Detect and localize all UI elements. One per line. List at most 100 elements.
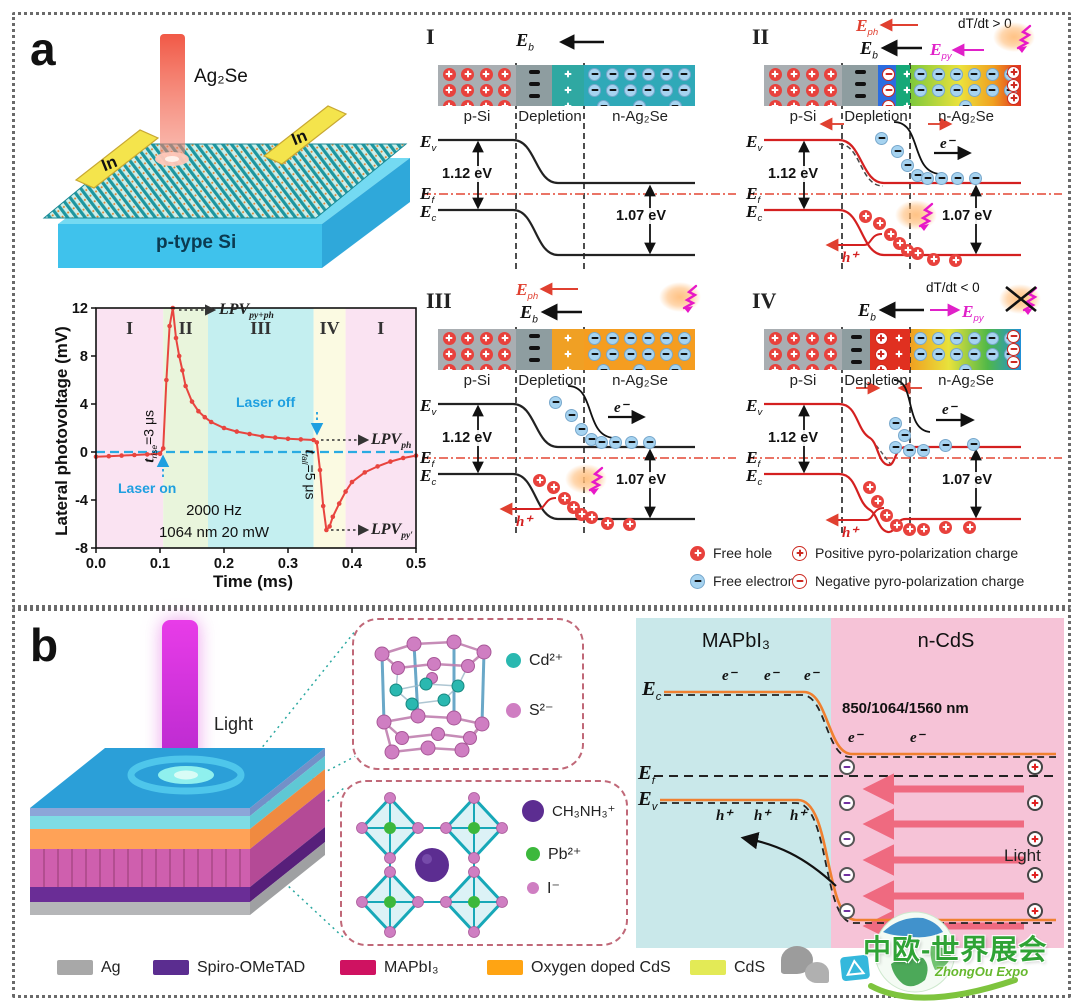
t-rise-label: trise=3 μs — [140, 409, 160, 463]
upper-band — [764, 402, 1021, 467]
band-diagram-1-art — [422, 34, 736, 270]
cds-label: CdS — [734, 959, 766, 976]
mapbi-region — [636, 618, 831, 948]
watermark-title: 中欧-世界展会 — [863, 934, 1048, 965]
svg-text:0.4: 0.4 — [342, 556, 362, 572]
hole-arrow — [825, 507, 885, 527]
diagram-numeral: IV — [752, 288, 777, 313]
ef-label: Ef — [420, 184, 435, 207]
depletion-pyro-neg — [878, 65, 896, 106]
spiro-label: Spiro-OMeTAD — [197, 959, 306, 976]
panel-a-label: a — [30, 23, 56, 75]
lower-band — [438, 208, 695, 257]
sketch-icon — [839, 954, 871, 982]
laser-off-label: Laser off — [236, 394, 296, 410]
laser-beam — [160, 34, 185, 156]
svg-text:4: 4 — [80, 397, 88, 413]
i-ion-icon — [527, 882, 539, 894]
power-label: 1064 nm 20 mW — [158, 524, 270, 541]
neg-charge-column — [636, 618, 1064, 948]
legend-pos-pyro: Positive pyro-polarization charge — [790, 544, 1018, 562]
svg-text:I: I — [377, 318, 384, 338]
eb-label: Eb — [858, 300, 876, 324]
thermal-wave-icon — [658, 280, 702, 314]
svg-text:0.5: 0.5 — [406, 556, 426, 572]
depletion-bar-pos — [552, 65, 584, 106]
svg-text:0.1: 0.1 — [150, 556, 170, 572]
cds-crystal-inset: Cd²⁺ S²⁻ — [352, 618, 584, 770]
ncds-header: n-CdS — [917, 630, 975, 652]
watermark: 中欧-世界展会 ZhongOu Expo — [775, 888, 1080, 1006]
eb-label: Eb — [520, 302, 538, 326]
svg-text:8: 8 — [80, 349, 88, 365]
lpv-graph: I II III IV I 0.0 0.1 0.2 0.3 0.4 0.5 -8 -4 0 4 8 12 Lat… — [38, 296, 426, 596]
svg-text:II: II — [179, 318, 193, 338]
device-stack-b — [30, 748, 325, 915]
hole-label: h⁺ — [842, 250, 859, 266]
electrode-right — [262, 105, 348, 165]
electron-guide — [893, 379, 931, 433]
band-diagram-2-art — [748, 18, 1062, 270]
thermal-wave-icon — [992, 20, 1036, 54]
svg-text:III: III — [250, 318, 271, 338]
p-si-label: p-Si — [463, 108, 491, 125]
hole-transfer-arrow — [740, 831, 837, 887]
pb-ion-icon — [526, 847, 540, 861]
flowing-electrons — [744, 16, 1066, 278]
device-schematic-a: Ag₂Se In In p-type Si — [28, 28, 420, 290]
depletion-bar-neg — [842, 65, 878, 106]
spiro-swatch — [153, 960, 189, 975]
diagram-numeral: I — [426, 24, 435, 49]
lpv-py-label: LPVpy′ — [371, 521, 413, 542]
lower-band — [764, 208, 1021, 257]
pyro-wave-icon — [564, 462, 608, 496]
oxycds-swatch — [487, 960, 523, 975]
ag-label: Ag — [101, 959, 121, 976]
band-diagram-2: II Eph dT/dt > 0 Eb Epy p-Si Depletion n… — [744, 16, 1066, 278]
band-diagram-b: MAPbI₃ n-CdS Ec Ef Ev 850/1064/1560 nm e… — [636, 618, 1064, 948]
upper-band — [764, 138, 1021, 185]
globe-icon — [868, 911, 1018, 1001]
legend-free-hole: Free hole — [688, 544, 772, 562]
depletion-label: Depletion — [518, 108, 582, 125]
svg-text:IV: IV — [320, 318, 340, 338]
mapbi-label: MAPbI₃ — [384, 959, 439, 976]
eph-label: Eph — [856, 16, 879, 39]
wavelengths-label: 850/1064/1560 nm — [842, 700, 969, 717]
frequency-label: 2000 Hz — [186, 502, 242, 519]
lpv-annotations-art — [156, 304, 370, 536]
lower-band — [438, 472, 695, 521]
n-agse-label: n-Ag₂Se — [612, 108, 668, 125]
svg-text:0.0: 0.0 — [86, 556, 106, 572]
laser-spot-core — [165, 156, 179, 162]
ef-label: Ef — [638, 762, 655, 787]
svg-text:I: I — [126, 318, 133, 338]
legend-free-electron: Free electron — [688, 572, 795, 590]
panel-b-label: b — [30, 619, 59, 671]
s-ion-legend: S²⁻ — [506, 700, 553, 720]
epy-label: Epy — [962, 302, 984, 325]
cds-crystal-art — [374, 634, 492, 760]
legend-neg-pyro: Negative pyro-polarization charge — [790, 572, 1024, 590]
svg-text:-4: -4 — [75, 493, 88, 509]
hole-arrow — [499, 497, 557, 516]
negative-pyro-charge-icon — [792, 573, 807, 589]
p-si-bar — [438, 65, 516, 106]
dtdt-label: dT/dt < 0 — [926, 280, 980, 295]
electron-guide — [567, 385, 615, 439]
oxycds-label: Oxygen doped CdS — [531, 959, 671, 976]
band-diagram-1: I Eb p-Si Depletion n-Ag₂Se Ev Ef Ec 1.1… — [418, 16, 740, 278]
ag-swatch — [57, 960, 93, 975]
gap-si-value: 1.12 eV — [440, 166, 494, 182]
ev-label: Ev — [420, 132, 437, 155]
diagram-numeral: III — [426, 288, 452, 313]
ma-cation — [415, 848, 449, 882]
substrate-side — [322, 158, 410, 268]
light-label: Light — [214, 714, 254, 734]
epy-label: Epy — [930, 40, 952, 63]
pos-charge-column — [636, 618, 1064, 948]
eb-label: Eb — [860, 38, 878, 62]
light-label-b: Light — [1004, 846, 1041, 865]
